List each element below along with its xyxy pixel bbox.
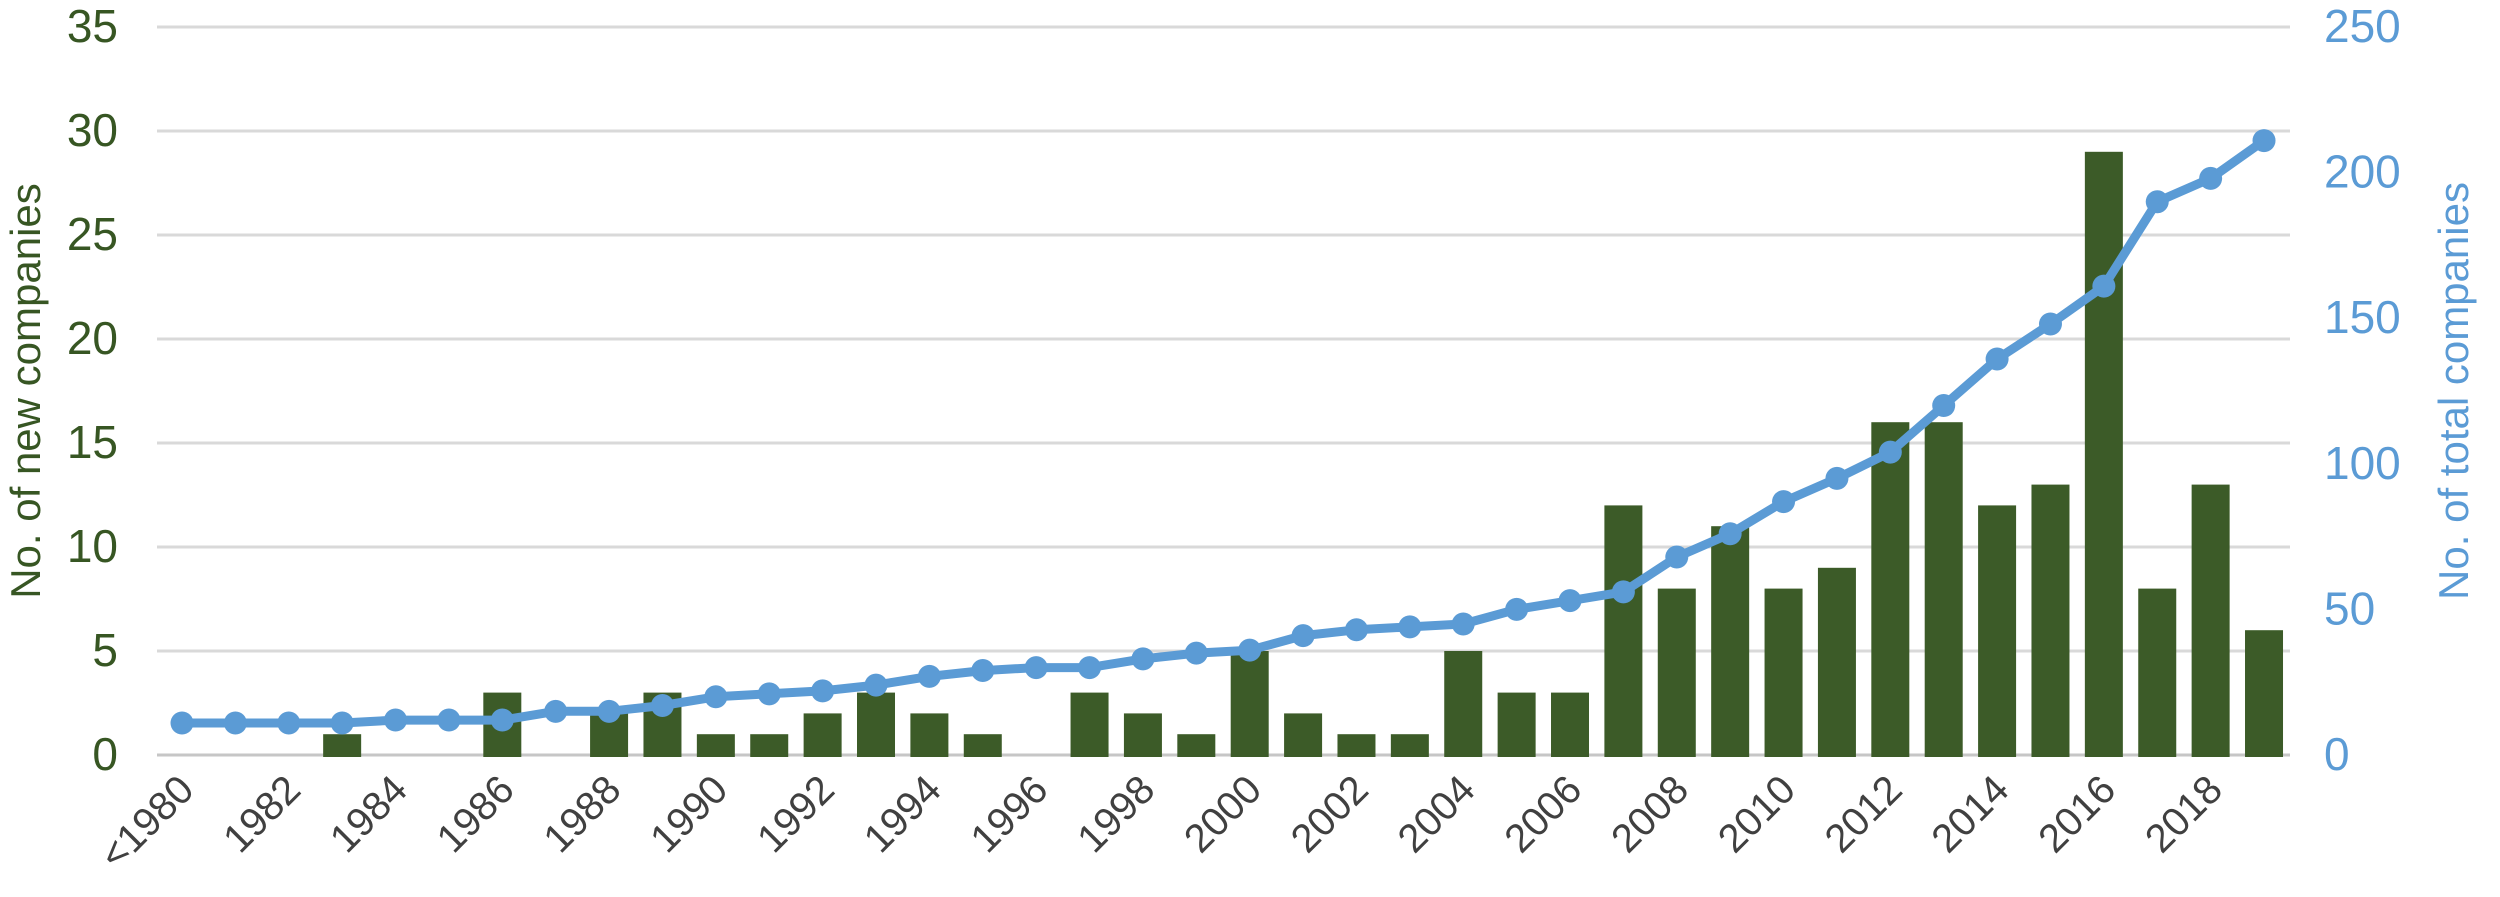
line-point-1993 bbox=[864, 673, 888, 697]
line-point-1984 bbox=[384, 708, 408, 732]
line-series-group bbox=[170, 129, 2276, 735]
line-point-2005 bbox=[1505, 597, 1529, 621]
right-tick-0: 0 bbox=[2324, 728, 2350, 780]
bar-2017 bbox=[2138, 588, 2177, 757]
line-point-1987 bbox=[544, 699, 568, 723]
right-tick-100: 100 bbox=[2324, 437, 2401, 489]
bar-1983 bbox=[323, 734, 362, 757]
left-tick-35: 35 bbox=[67, 0, 118, 52]
bar-2004 bbox=[1444, 651, 1483, 757]
left-tick-0: 0 bbox=[92, 728, 118, 780]
right-tick-50: 50 bbox=[2324, 582, 2375, 634]
left-tick-20: 20 bbox=[67, 312, 118, 364]
line-point-1997 bbox=[1078, 656, 1102, 680]
bar-1999 bbox=[1177, 734, 1216, 757]
line-point-1994 bbox=[917, 664, 941, 688]
left-tick-25: 25 bbox=[67, 208, 118, 260]
left-tick-5: 5 bbox=[92, 624, 118, 676]
line-point-1995 bbox=[971, 659, 995, 683]
line-point-2011 bbox=[1825, 466, 1849, 490]
bar-1997 bbox=[1070, 692, 1109, 757]
line-point-2006 bbox=[1558, 589, 1582, 613]
bar-2018 bbox=[2191, 484, 2230, 757]
bar-2016 bbox=[2084, 151, 2123, 758]
line-point-2007 bbox=[1611, 580, 1635, 604]
bar-2010 bbox=[1764, 588, 1803, 757]
bar-1992 bbox=[803, 713, 842, 757]
line-point-2018 bbox=[2199, 166, 2223, 190]
line-point-1996 bbox=[1024, 656, 1048, 680]
line-point-2001 bbox=[1291, 624, 1315, 648]
line-point-2003 bbox=[1398, 615, 1422, 639]
line-point-2015 bbox=[2038, 312, 2062, 336]
line-point-2017 bbox=[2145, 190, 2169, 214]
bar-2003 bbox=[1390, 734, 1429, 757]
line-point-2000 bbox=[1238, 638, 1262, 662]
line-point-2010 bbox=[1772, 490, 1796, 514]
bar-2001 bbox=[1284, 713, 1323, 757]
line-point-<1980 bbox=[170, 711, 194, 735]
left-tick-15: 15 bbox=[67, 416, 118, 468]
line-point-1983 bbox=[330, 711, 354, 735]
line-point-2016 bbox=[2092, 274, 2116, 298]
bar-2019 bbox=[2245, 630, 2284, 757]
line-point-2019 bbox=[2252, 129, 2276, 153]
gridlines-group bbox=[157, 25, 2290, 757]
bar-2000 bbox=[1230, 651, 1269, 757]
bar-2007 bbox=[1604, 505, 1643, 757]
bar-2012 bbox=[1871, 422, 1910, 757]
line-point-2004 bbox=[1451, 612, 1475, 636]
right-axis-title: No. of total companies bbox=[2430, 182, 2477, 600]
bar-2006 bbox=[1551, 692, 1590, 757]
right-axis-tick-labels: 0 50 100 150 200 250 bbox=[2324, 0, 2401, 780]
bar-1990 bbox=[696, 734, 735, 757]
left-tick-30: 30 bbox=[67, 104, 118, 156]
bar-2005 bbox=[1497, 692, 1536, 757]
bar-1994 bbox=[910, 713, 949, 757]
bar-series-group bbox=[323, 151, 2284, 758]
bar-2009 bbox=[1711, 526, 1750, 757]
line-point-2013 bbox=[1932, 394, 1956, 418]
line-point-1999 bbox=[1184, 641, 1208, 665]
bar-2008 bbox=[1657, 588, 1696, 757]
bar-2013 bbox=[1924, 422, 1963, 757]
line-point-1981 bbox=[223, 711, 247, 735]
line-point-1985 bbox=[437, 708, 461, 732]
left-axis-tick-labels: 0 5 10 15 20 25 30 35 bbox=[67, 0, 118, 780]
bar-2015 bbox=[2031, 484, 2070, 757]
left-axis-title: No. of new companies bbox=[2, 183, 49, 599]
right-tick-250: 250 bbox=[2324, 0, 2401, 52]
bar-1995 bbox=[963, 734, 1002, 757]
line-point-1990 bbox=[704, 685, 728, 709]
bar-1998 bbox=[1123, 713, 1162, 757]
right-tick-200: 200 bbox=[2324, 146, 2401, 198]
bar-2011 bbox=[1817, 567, 1856, 757]
bar-2014 bbox=[1978, 505, 2017, 757]
line-point-2009 bbox=[1718, 522, 1742, 546]
line-point-1989 bbox=[650, 693, 674, 717]
left-tick-10: 10 bbox=[67, 520, 118, 572]
line-point-1986 bbox=[490, 708, 514, 732]
line-point-1988 bbox=[597, 699, 621, 723]
line-point-1991 bbox=[757, 682, 781, 706]
line-point-2002 bbox=[1344, 618, 1368, 642]
line-point-2008 bbox=[1665, 545, 1689, 569]
total-companies-line bbox=[177, 136, 2269, 728]
line-point-1982 bbox=[277, 711, 301, 735]
bar-2002 bbox=[1337, 734, 1376, 757]
line-point-2012 bbox=[1878, 440, 1902, 464]
bar-1993 bbox=[857, 692, 896, 757]
line-point-1992 bbox=[811, 679, 835, 703]
line-point-1998 bbox=[1131, 647, 1155, 671]
right-tick-150: 150 bbox=[2324, 291, 2401, 343]
line-point-2014 bbox=[1985, 347, 2009, 371]
bar-1991 bbox=[750, 734, 789, 757]
